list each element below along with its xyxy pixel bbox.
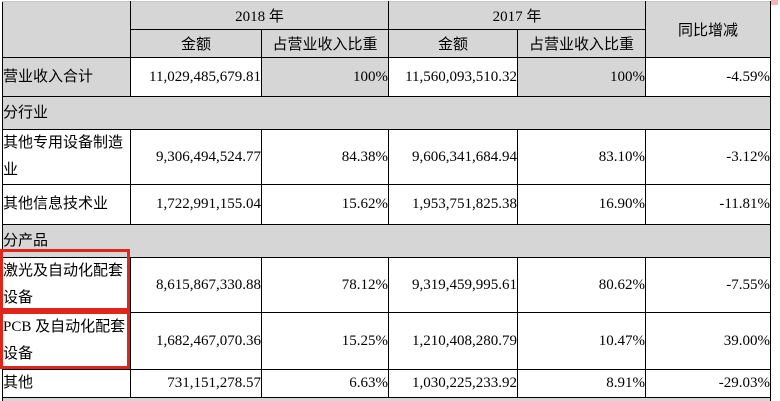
header-amount-2017: 金额 (388, 29, 519, 58)
share-2018-cell: 15.25% (260, 312, 390, 370)
amount-2017-cell: 9,606,341,684.94 (388, 129, 519, 185)
share-2017-cell: 8.91% (517, 369, 647, 398)
header-row-measures: 金额 占营业收入比重 金额 占营业收入比重 (3, 29, 771, 58)
amount-2017-cell: 1,210,408,280.79 (388, 312, 519, 370)
share-2018-cell: 78.12% (260, 257, 390, 313)
table-row-info-technology: 其他信息技术业 1,722,991,155.04 15.62% 1,953,75… (2, 184, 772, 225)
row-label: 其他专用设备制造业 (2, 129, 131, 185)
table-row-special-equipment: 其他专用设备制造业 9,306,494,524.77 84.38% 9,606,… (2, 129, 772, 185)
amount-2018-cell: 731,151,278.57 (130, 369, 262, 398)
row-label: 激光及自动化配套设备 (2, 257, 131, 313)
corner-cell (2, 1, 131, 58)
amount-2017-cell: 1,953,751,825.38 (388, 184, 519, 225)
header-yoy: 同比增减 (645, 1, 772, 58)
share-2017-cell: 80.62% (517, 257, 647, 313)
table-row-pcb-equipment: PCB 及自动化配套设备 1,682,467,070.36 15.25% 1,2… (2, 312, 772, 370)
row-label: PCB 及自动化配套设备 (2, 312, 131, 370)
share-2018-cell: 6.63% (260, 369, 390, 398)
clipped-next-row (1, 397, 772, 401)
section-label: 分产品 (1, 224, 772, 258)
yoy-cell: -3.12% (645, 129, 772, 185)
artifact-mark (771, 0, 778, 5)
header-year-2018: 2018 年 (129, 1, 390, 30)
share-2018-cell: 100% (260, 57, 390, 97)
table-row-total-revenue: 营业收入合计 11,029,485,679.81 100% 11,560,093… (2, 57, 772, 97)
section-row-by-industry: 分行业 (1, 96, 772, 130)
amount-2018-cell: 9,306,494,524.77 (130, 129, 262, 185)
table-row-laser-equipment: 激光及自动化配套设备 8,615,867,330.88 78.12% 9,319… (2, 257, 772, 313)
section-row-by-product: 分产品 (1, 224, 772, 258)
share-2018-cell: 15.62% (260, 184, 390, 225)
section-label: 分行业 (1, 96, 772, 130)
row-label: 其他 (2, 369, 131, 398)
table-row-other: 其他 731,151,278.57 6.63% 1,030,225,233.92… (2, 369, 772, 398)
amount-2017-cell: 1,030,225,233.92 (388, 369, 519, 398)
share-2017-cell: 10.47% (517, 312, 647, 370)
header-year-2017: 2017 年 (388, 1, 647, 30)
share-2017-cell: 16.90% (517, 184, 647, 225)
header-row-years: 2018 年 2017 年 同比增减 (2, 1, 772, 58)
row-label: 营业收入合计 (2, 57, 131, 97)
share-2017-cell: 100% (517, 57, 647, 97)
header-share-2017: 占营业收入比重 (517, 29, 647, 58)
yoy-cell: -11.81% (645, 184, 772, 225)
amount-2017-cell: 11,560,093,510.32 (388, 57, 519, 97)
yoy-cell: -29.03% (645, 369, 772, 398)
amount-2018-cell: 8,615,867,330.88 (130, 257, 262, 313)
amount-2018-cell: 11,029,485,679.81 (130, 57, 262, 97)
yoy-cell: 39.00% (645, 312, 772, 370)
yoy-cell: -4.59% (645, 57, 772, 97)
header-amount-2018: 金额 (130, 29, 262, 58)
header-share-2018: 占营业收入比重 (260, 29, 390, 58)
amount-2018-cell: 1,682,467,070.36 (130, 312, 262, 370)
amount-2018-cell: 1,722,991,155.04 (130, 184, 262, 225)
amount-2017-cell: 9,319,459,995.61 (388, 257, 519, 313)
clipped-row-cell (1, 397, 772, 401)
row-label: 其他信息技术业 (2, 184, 131, 225)
share-2017-cell: 83.10% (517, 129, 647, 185)
yoy-cell: -7.55% (645, 257, 772, 313)
share-2018-cell: 84.38% (260, 129, 390, 185)
